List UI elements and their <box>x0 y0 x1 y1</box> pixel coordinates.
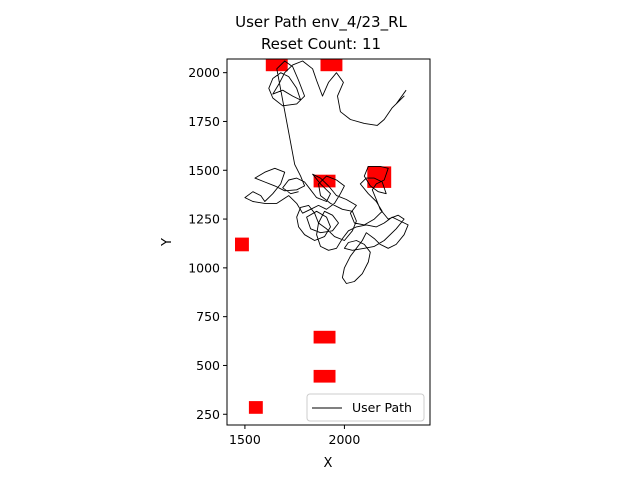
obstacle-2 <box>320 59 343 72</box>
y-tick-label-250: 250 <box>196 407 220 422</box>
y-tick-label-1500: 1500 <box>188 163 220 178</box>
obstacle-3 <box>367 166 392 188</box>
legend: User Path <box>306 393 425 422</box>
axis-ticks: 1500 2000 250 500 750 1000 1250 1500 1750 2000 <box>188 65 360 447</box>
legend-box <box>306 393 425 422</box>
legend-label-user-path: User Path <box>352 400 412 415</box>
chart-title-line2: Reset Count: 11 <box>261 35 381 53</box>
plot-frame <box>226 58 431 426</box>
x-tick-label-2000: 2000 <box>329 432 361 447</box>
obstacle-1 <box>265 59 288 72</box>
y-tick-label-750: 750 <box>196 309 220 324</box>
obstacle-5 <box>235 237 249 252</box>
y-tick-label-500: 500 <box>196 358 220 373</box>
user-path-line <box>244 60 409 284</box>
obstacle-7 <box>313 369 336 383</box>
chart-title-line1: User Path env_4/23_RL <box>235 13 407 32</box>
obstacle-6 <box>313 330 336 344</box>
obstacles-layer <box>235 59 392 414</box>
y-tick-label-1250: 1250 <box>188 212 220 227</box>
y-tick-label-1000: 1000 <box>188 260 220 275</box>
y-tick-label-2000: 2000 <box>188 65 220 80</box>
y-tick-label-1750: 1750 <box>188 114 220 129</box>
plot-area <box>235 59 409 414</box>
obstacle-8 <box>248 401 263 414</box>
y-axis-label: Y <box>160 238 175 247</box>
x-tick-label-1500: 1500 <box>229 432 261 447</box>
x-axis-label: X <box>324 456 333 471</box>
